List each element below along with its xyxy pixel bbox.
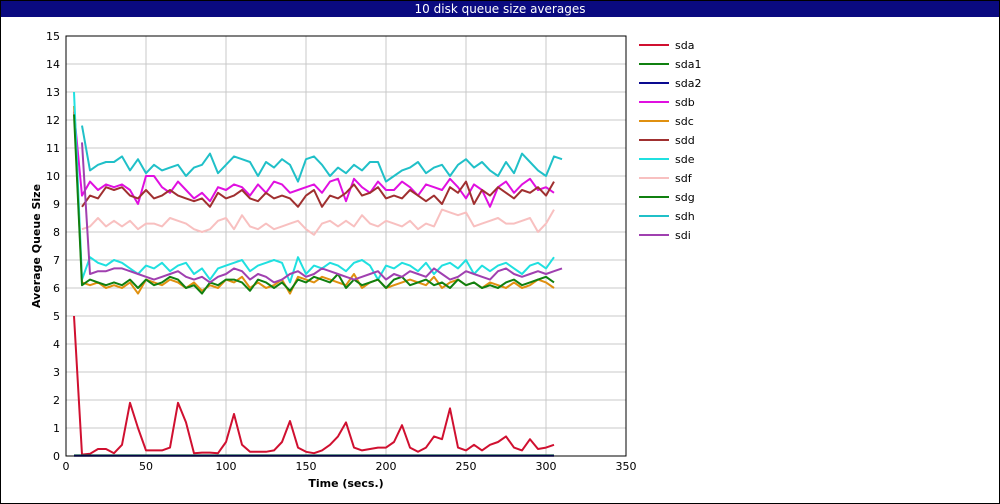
x-tick-label: 200 bbox=[376, 460, 397, 473]
y-tick-label: 15 bbox=[46, 30, 60, 43]
x-tick-label: 50 bbox=[139, 460, 153, 473]
x-tick-label: 250 bbox=[456, 460, 477, 473]
series-line-sdf bbox=[81, 208, 555, 236]
legend-label-sdc: sdc bbox=[675, 115, 694, 128]
legend-label-sda: sda bbox=[675, 39, 694, 52]
legend-label-sda1: sda1 bbox=[675, 58, 701, 71]
series-line-sdi bbox=[81, 142, 563, 284]
x-axis-label: Time (secs.) bbox=[308, 477, 383, 490]
y-tick-label: 14 bbox=[46, 58, 60, 71]
legend-label-sda2: sda2 bbox=[675, 77, 701, 90]
tick-labels: 0 50 100 150 200 250 300 3500123456789101112131… bbox=[46, 30, 637, 473]
x-tick-label: 350 bbox=[616, 460, 637, 473]
legend-label-sdb: sdb bbox=[675, 96, 695, 109]
legend-label-sdd: sdd bbox=[675, 134, 695, 147]
y-tick-label: 13 bbox=[46, 86, 60, 99]
y-tick-label: 3 bbox=[53, 366, 60, 379]
series-line-sdd bbox=[81, 180, 555, 208]
plot-border bbox=[65, 35, 627, 457]
legend-label-sde: sde bbox=[675, 153, 695, 166]
y-tick-label: 7 bbox=[53, 254, 60, 267]
y-tick-label: 10 bbox=[46, 170, 60, 183]
legend-label-sdf: sdf bbox=[675, 172, 693, 185]
series-line-sda bbox=[73, 315, 555, 456]
y-tick-label: 9 bbox=[53, 198, 60, 211]
series-line-sdg bbox=[73, 114, 555, 295]
y-tick-label: 12 bbox=[46, 114, 60, 127]
y-tick-label: 1 bbox=[53, 422, 60, 435]
chart-title: 10 disk queue size averages bbox=[1, 1, 999, 17]
y-tick-label: 5 bbox=[53, 310, 60, 323]
y-tick-label: 11 bbox=[46, 142, 60, 155]
x-tick-label: 150 bbox=[296, 460, 317, 473]
y-tick-label: 2 bbox=[53, 394, 60, 407]
y-tick-label: 6 bbox=[53, 282, 60, 295]
series-line-sdb bbox=[73, 111, 555, 208]
x-tick-label: 300 bbox=[536, 460, 557, 473]
legend: sda sda1 sda2 sdb sdc sdd sde sdf sdg sdh sdi bbox=[639, 39, 701, 242]
grid bbox=[66, 36, 626, 456]
y-tick-label: 4 bbox=[53, 338, 60, 351]
x-tick-label: 100 bbox=[216, 460, 237, 473]
y-axis-label: Average Queue Size bbox=[30, 184, 43, 308]
legend-label-sdh: sdh bbox=[675, 210, 695, 223]
y-tick-label: 8 bbox=[53, 226, 60, 239]
x-tick-label: 0 bbox=[63, 460, 70, 473]
legend-label-sdg: sdg bbox=[675, 191, 695, 204]
legend-label-sdi: sdi bbox=[675, 229, 691, 242]
series-lines bbox=[73, 91, 563, 457]
y-tick-label: 0 bbox=[53, 450, 60, 463]
series-line-sdh bbox=[81, 125, 563, 183]
